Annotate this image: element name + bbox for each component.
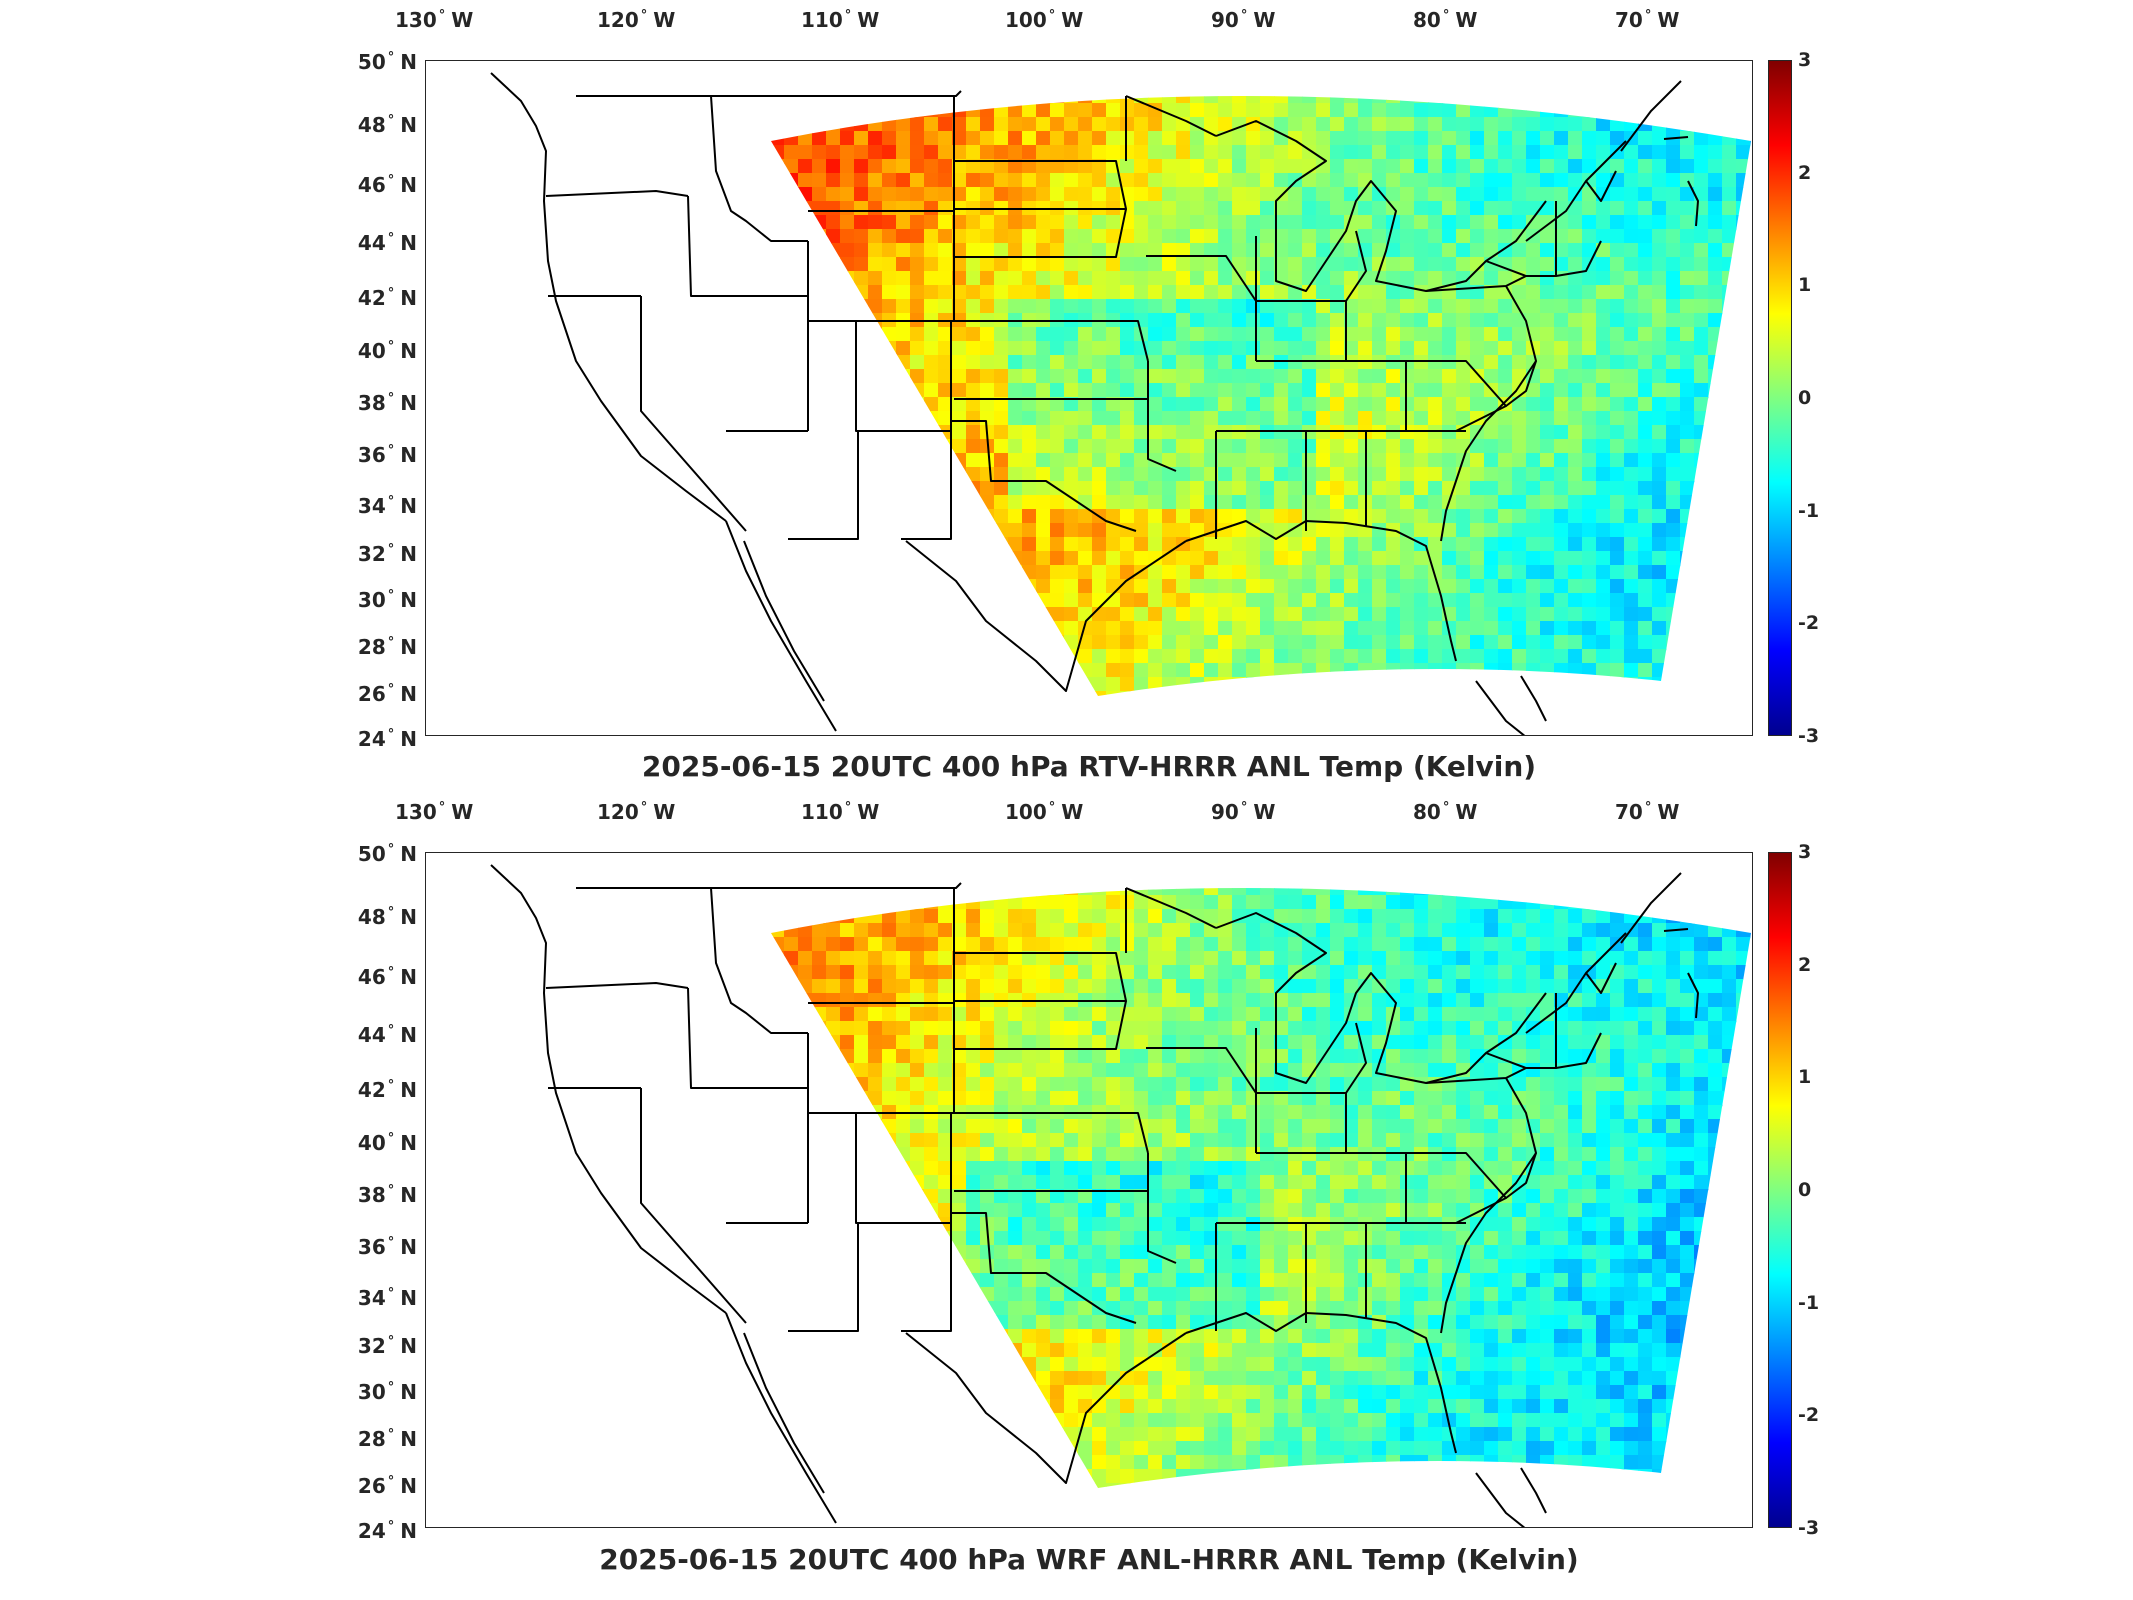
lat-label: 30 ° N (357, 588, 417, 612)
lon-label: 130 ° W (395, 800, 474, 824)
lat-label: 46 ° N (357, 965, 417, 989)
colorbar-tick-label: -3 (1798, 725, 1820, 747)
colorbar-tick-label: 1 (1798, 1066, 1812, 1089)
lon-label: 80 ° W (1413, 8, 1478, 32)
lat-label: 46 ° N (357, 173, 417, 197)
lon-label: 110 ° W (801, 800, 880, 824)
lat-label: 38 ° N (357, 391, 417, 415)
lon-label: 120 ° W (597, 800, 676, 824)
lon-label: 70 ° W (1615, 800, 1680, 824)
colorbar-tick-label: 2 (1798, 161, 1812, 184)
lon-label: 120 ° W (597, 8, 676, 32)
lat-label: 30 ° N (357, 1380, 417, 1404)
lon-label: 90 ° W (1211, 800, 1276, 824)
lat-label: 40 ° N (357, 339, 417, 363)
lat-label: 32 ° N (357, 1334, 417, 1358)
map-svg-1 (490, 72, 1751, 735)
lon-label: 110 ° W (801, 8, 880, 32)
state-borders-and-coastlines (490, 72, 1699, 735)
lat-label: 44 ° N (357, 1023, 417, 1047)
lon-label: 70 ° W (1615, 8, 1680, 32)
lat-label: 34 ° N (357, 1286, 417, 1310)
lat-label: 32 ° N (357, 542, 417, 566)
colorbar-tick-label: 2 (1798, 953, 1812, 976)
colorbar-tick-label: 1 (1798, 274, 1812, 297)
colorbar-tick-label: 3 (1798, 841, 1812, 863)
colorbar-2 (1768, 852, 1792, 1528)
colorbar-1 (1768, 60, 1792, 736)
lat-label: 42 ° N (357, 286, 417, 310)
panel-title-1: 2025-06-15 20UTC 400 hPa RTV-HRRR ANL Te… (641, 750, 1537, 783)
lat-label: 24 ° N (357, 1519, 417, 1543)
lon-label: 100 ° W (1005, 800, 1084, 824)
lat-label: 50 ° N (357, 842, 417, 866)
lat-label: 26 ° N (357, 1474, 417, 1498)
state-borders-and-coastlines (490, 864, 1699, 1527)
lat-label: 48 ° N (357, 905, 417, 929)
lat-label: 40 ° N (357, 1131, 417, 1155)
lon-label: 100 ° W (1005, 8, 1084, 32)
lon-label: 130 ° W (395, 8, 474, 32)
lat-label: 36 ° N (357, 1235, 417, 1259)
lat-label: 50 ° N (357, 50, 417, 74)
colorbar-tick-label: -3 (1798, 1517, 1820, 1539)
colorbar-tick-label: -2 (1798, 1404, 1820, 1427)
lon-label: 80 ° W (1413, 800, 1478, 824)
lat-label: 42 ° N (357, 1078, 417, 1102)
lon-label: 90 ° W (1211, 8, 1276, 32)
colorbar-tick-label: 0 (1798, 387, 1812, 409)
lat-label: 28 ° N (357, 1427, 417, 1451)
lat-label: 44 ° N (357, 231, 417, 255)
map-svg-2 (490, 864, 1751, 1527)
colorbar-tick-label: 0 (1798, 1179, 1812, 1201)
lat-label: 36 ° N (357, 443, 417, 467)
lat-label: 28 ° N (357, 635, 417, 659)
colorbar-tick-label: -1 (1798, 499, 1820, 522)
colorbar-tick-label: 3 (1798, 49, 1812, 71)
lat-label: 38 ° N (357, 1183, 417, 1207)
lat-label: 24 ° N (357, 727, 417, 751)
lat-label: 26 ° N (357, 682, 417, 706)
lat-label: 48 ° N (357, 113, 417, 137)
colorbar-tick-label: -2 (1798, 612, 1820, 635)
map-frame-2 (425, 852, 1753, 1528)
panel-title-2: 2025-06-15 20UTC 400 hPa WRF ANL-HRRR AN… (599, 1543, 1579, 1576)
map-frame-1 (425, 60, 1753, 736)
lat-label: 34 ° N (357, 494, 417, 518)
colorbar-tick-label: -1 (1798, 1291, 1820, 1314)
